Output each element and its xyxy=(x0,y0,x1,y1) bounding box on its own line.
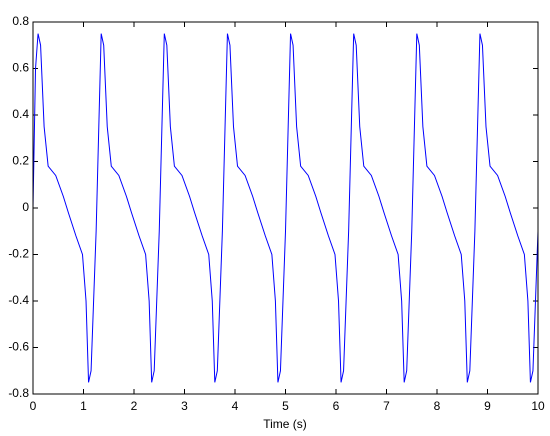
x-tick-label: 4 xyxy=(232,399,239,413)
x-tick-label: 9 xyxy=(484,399,491,413)
plot-area xyxy=(33,22,538,394)
x-tick-label: 7 xyxy=(383,399,390,413)
x-tick-label: 10 xyxy=(531,399,545,413)
y-tick-label: 0.2 xyxy=(12,154,29,168)
x-tick-label: 3 xyxy=(181,399,188,413)
x-tick-label: 5 xyxy=(282,399,289,413)
y-tick-label: 0.6 xyxy=(12,61,29,75)
y-tick-label: -0.2 xyxy=(8,247,29,261)
x-tick-label: 1 xyxy=(80,399,87,413)
line-series xyxy=(32,33,539,383)
y-tick-label: 0.8 xyxy=(12,14,29,28)
y-tick-label: 0.4 xyxy=(12,107,29,121)
y-tick-label: -0.8 xyxy=(8,386,29,400)
x-tick-label: 0 xyxy=(30,399,37,413)
y-tick-label: -0.6 xyxy=(8,340,29,354)
y-tick-label: -0.4 xyxy=(8,293,29,307)
y-tick-label: 0 xyxy=(22,200,29,214)
x-axis-label: Time (s) xyxy=(263,417,307,431)
x-tick-label: 6 xyxy=(333,399,340,413)
x-tick-label: 8 xyxy=(434,399,441,413)
axes-box xyxy=(32,21,539,395)
x-tick-label: 2 xyxy=(131,399,138,413)
